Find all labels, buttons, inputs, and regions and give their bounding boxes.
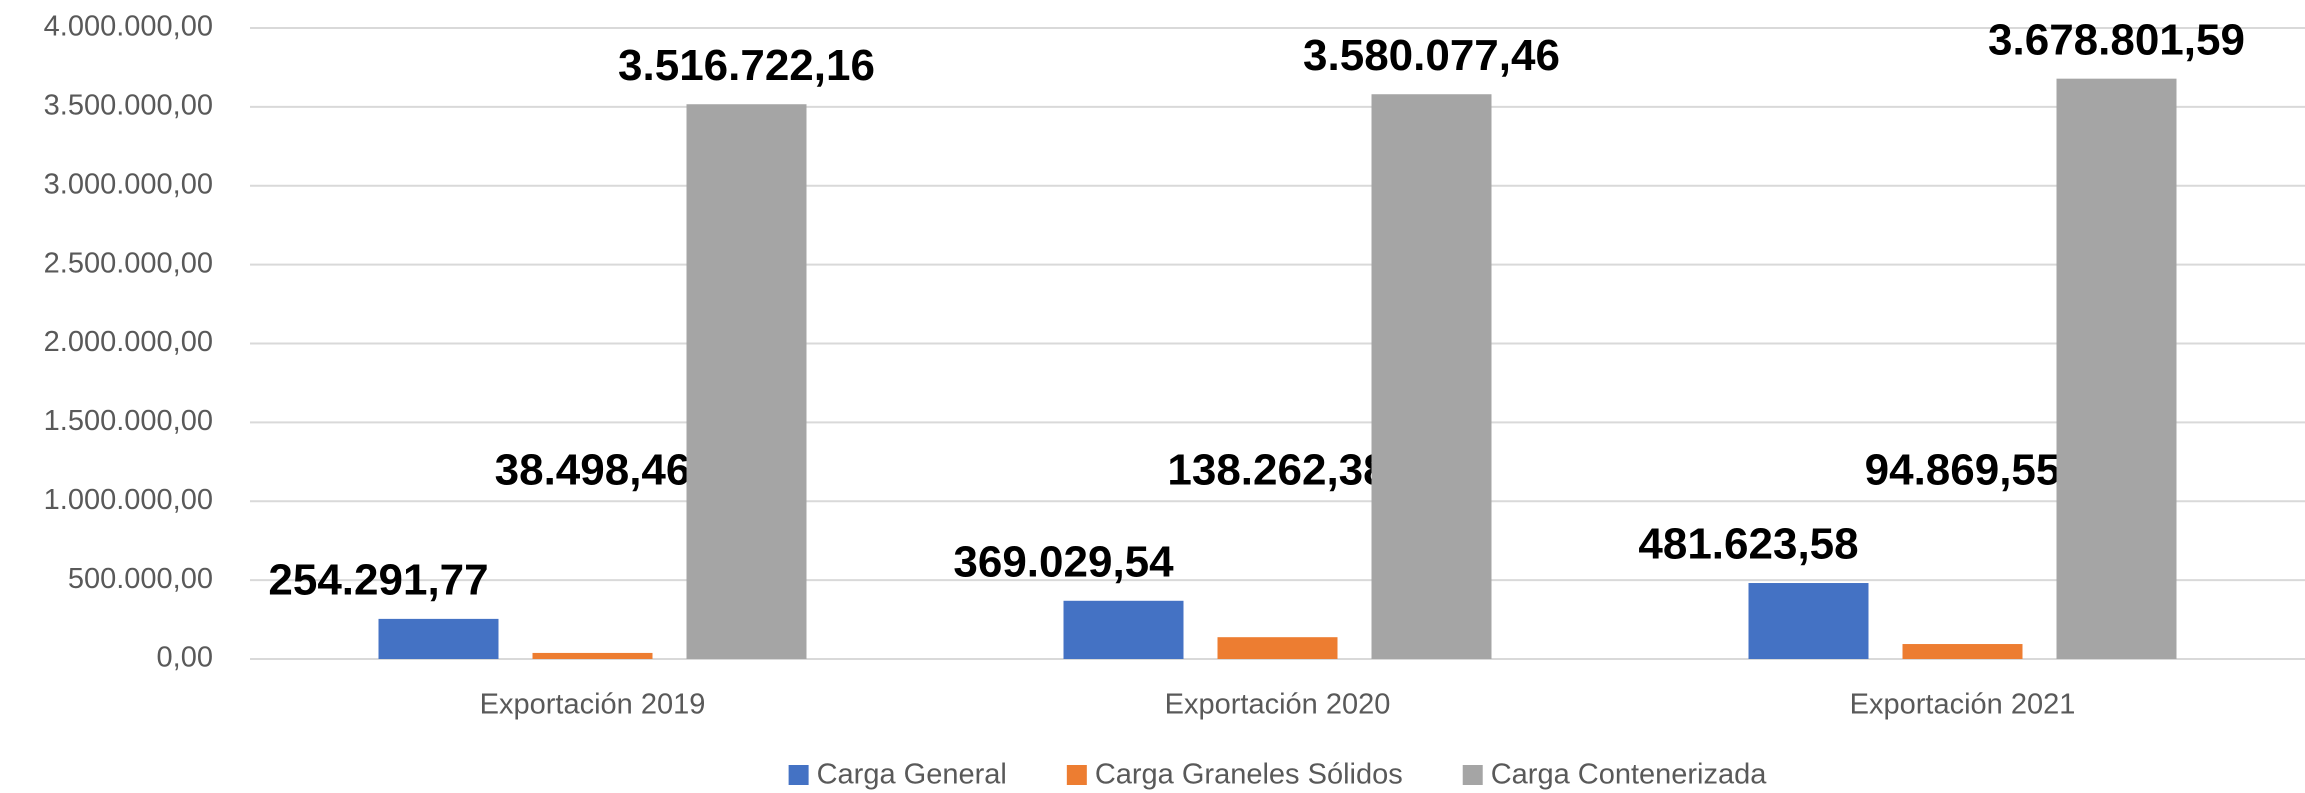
y-tick-label: 3.500.000,00 [44,90,213,122]
legend-swatch [1462,765,1483,785]
data-label: 94.869,55 [1865,446,2061,495]
bar [532,652,653,659]
y-tick-label: 2.500.000,00 [44,247,213,279]
legend-label: Carga Graneles Sólidos [1095,759,1403,791]
legend-label: Carga General [817,759,1007,791]
legend-swatch [788,765,809,785]
x-tick-label: Exportación 2020 [1165,689,1391,721]
y-tick-label: 1.500.000,00 [44,405,213,437]
data-label: 481.623,58 [1638,520,1858,569]
bar [1902,644,2023,659]
x-tick-label: Exportación 2021 [1850,689,2076,721]
y-tick-label: 1.000.000,00 [44,484,213,516]
data-label: 3.678.801,59 [1988,15,2245,64]
data-label: 254.291,77 [268,556,488,605]
y-tick-label: 0,00 [157,642,213,674]
bar [1371,94,1492,659]
x-tick-label: Exportación 2019 [480,689,706,721]
legend-swatch [1066,765,1087,785]
data-label: 38.498,46 [495,446,691,495]
data-label: 138.262,38 [1167,446,1387,495]
bar [378,618,499,659]
bar [1063,600,1184,659]
bar [1217,637,1338,659]
data-label: 3.516.722,16 [618,41,875,90]
data-label: 369.029,54 [953,537,1174,586]
y-tick-label: 2.000.000,00 [44,326,213,358]
legend-label: Carga Contenerizada [1491,759,1768,791]
data-label: 3.580.077,46 [1303,31,1560,80]
y-tick-label: 500.000,00 [68,563,213,595]
bar [686,104,807,660]
bar [2056,78,2177,659]
y-tick-label: 4.000.000,00 [44,11,213,43]
y-tick-label: 3.000.000,00 [44,168,213,200]
bar [1748,583,1869,659]
